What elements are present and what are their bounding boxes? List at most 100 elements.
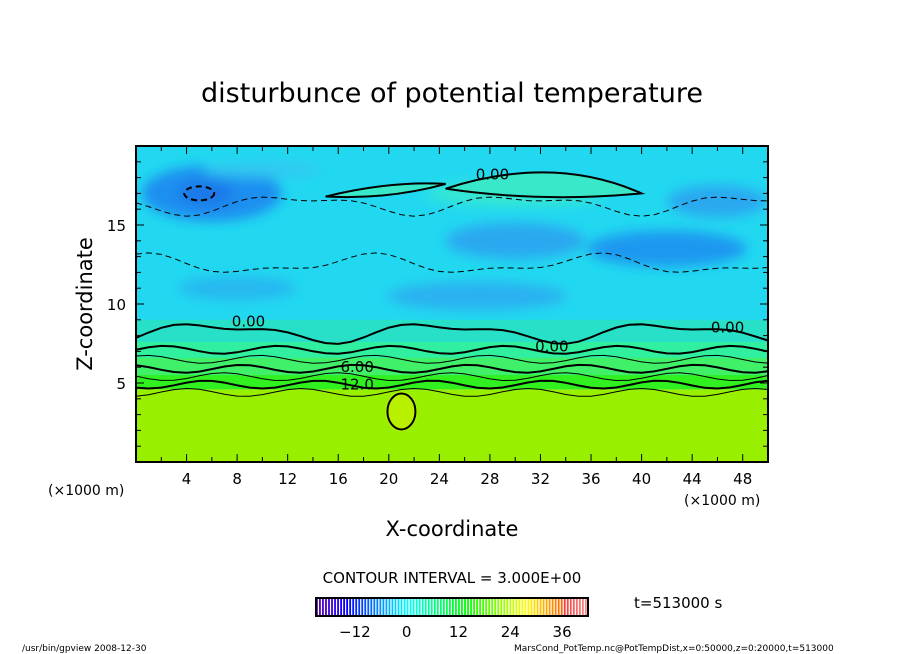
- contour-line: [136, 372, 768, 382]
- colorbar-segment: [476, 598, 478, 616]
- colorbar-segment: [448, 598, 451, 616]
- field-blob: [387, 282, 568, 311]
- field-blob: [177, 181, 234, 206]
- field-blob: [177, 276, 298, 301]
- x-tick-label: 8: [232, 470, 242, 488]
- filled-field: [136, 146, 768, 462]
- colorbar-segment: [382, 598, 385, 616]
- colorbar-segment: [403, 598, 406, 616]
- colorbar-segment: [346, 598, 349, 616]
- colorbar-segment: [521, 598, 524, 616]
- colorbar-segment: [328, 598, 330, 616]
- colorbar-segment: [503, 598, 506, 616]
- colorbar-segment: [439, 598, 442, 616]
- colorbar-segment: [467, 598, 469, 616]
- contour-closed: [445, 171, 646, 199]
- contour-line: [136, 387, 768, 397]
- colorbar-segment: [500, 598, 503, 616]
- colorbar-segment: [436, 598, 439, 616]
- colorbar-segment: [364, 598, 367, 616]
- colorbar-tick-label: −12: [339, 623, 371, 641]
- colorbar-segment: [494, 598, 497, 616]
- field-blob: [202, 161, 323, 178]
- y-tick-label: 15: [107, 217, 126, 235]
- x-tick-label: 32: [531, 470, 550, 488]
- colorbar-segment: [551, 598, 554, 616]
- colorbar-tick-label: 12: [449, 623, 468, 641]
- y-axis-label: Z-coordinate: [73, 237, 97, 371]
- contour-label: 12.0: [340, 376, 373, 394]
- x-unit-right: (×1000 m): [684, 493, 760, 509]
- colorbar-segment: [427, 598, 430, 616]
- colorbar-segment: [409, 598, 412, 616]
- colorbar-segment: [482, 598, 485, 616]
- x-tick-label: 36: [581, 470, 600, 488]
- colorbar-segment: [452, 598, 454, 616]
- colorbar-segment: [572, 598, 575, 616]
- colorbar-segment: [433, 598, 436, 616]
- contour-label: 0.00: [711, 319, 744, 337]
- colorbar-segment: [322, 598, 324, 616]
- field-blob: [445, 222, 586, 259]
- colorbar-segment: [524, 598, 527, 616]
- colorbar-segment: [373, 598, 376, 616]
- colorbar-segment: [470, 598, 472, 616]
- colorbar-segment: [406, 598, 409, 616]
- colorbar-segment: [488, 598, 491, 616]
- contour-interval: CONTOUR INTERVAL = 3.000E+00: [323, 569, 582, 587]
- colorbar-frame: [315, 597, 589, 617]
- colorbar-segment: [536, 598, 539, 616]
- contour-line: [136, 379, 768, 390]
- colorbar-segment: [473, 598, 475, 616]
- colorbar-segment: [340, 598, 342, 616]
- field-band: [136, 389, 768, 462]
- colorbar-segment: [343, 598, 346, 616]
- colorbar-segment: [491, 598, 494, 616]
- colorbar-segment: [391, 598, 394, 616]
- x-unit-left: (×1000 m): [48, 483, 124, 499]
- colorbar-segment: [358, 598, 361, 616]
- colorbar-segment: [397, 598, 400, 616]
- colorbar-segment: [319, 598, 321, 616]
- footer-right: MarsCond_PotTemp.nc@PotTempDist,x=0:5000…: [514, 644, 834, 654]
- colorbar-segment: [464, 598, 466, 616]
- x-tick-label: 16: [329, 470, 348, 488]
- contour-line: [136, 344, 768, 355]
- y-tick-label: 5: [116, 375, 126, 393]
- colorbar-segment: [424, 598, 427, 616]
- colorbar-segment: [560, 598, 563, 616]
- colorbar-segment: [485, 598, 488, 616]
- colorbar-segment: [349, 598, 352, 616]
- field-band: [136, 319, 768, 342]
- colorbar-segment: [563, 598, 566, 616]
- colorbar-segment: [569, 598, 572, 616]
- contour-closed: [325, 182, 446, 199]
- contour-closed: [386, 392, 417, 431]
- colorbar-segment: [394, 598, 397, 616]
- time-label: t=513000 s: [634, 594, 722, 612]
- colorbar-segment: [388, 598, 391, 616]
- contour-line: [136, 354, 768, 364]
- contour-line: [136, 196, 768, 217]
- colorbar: −12 0 12 24 36: [315, 597, 589, 641]
- colorbar-segment: [530, 598, 533, 616]
- x-tick-label: 44: [683, 470, 702, 488]
- contour-label: 0.00: [476, 165, 509, 183]
- colorbar-segment: [331, 598, 333, 616]
- colorbar-segment: [355, 598, 358, 616]
- contour-label: 0.00: [232, 312, 265, 330]
- colorbar-segment: [527, 598, 530, 616]
- colorbar-segment: [461, 598, 463, 616]
- colorbar-segment: [542, 598, 545, 616]
- colorbar-segment: [325, 598, 327, 616]
- colorbar-segment: [400, 598, 403, 616]
- chart-title: disturbunce of potential temperature: [201, 78, 703, 109]
- colorbar-segment: [379, 598, 382, 616]
- colorbar-segment: [557, 598, 560, 616]
- contour-line: [136, 323, 768, 345]
- colorbar-segment: [515, 598, 518, 616]
